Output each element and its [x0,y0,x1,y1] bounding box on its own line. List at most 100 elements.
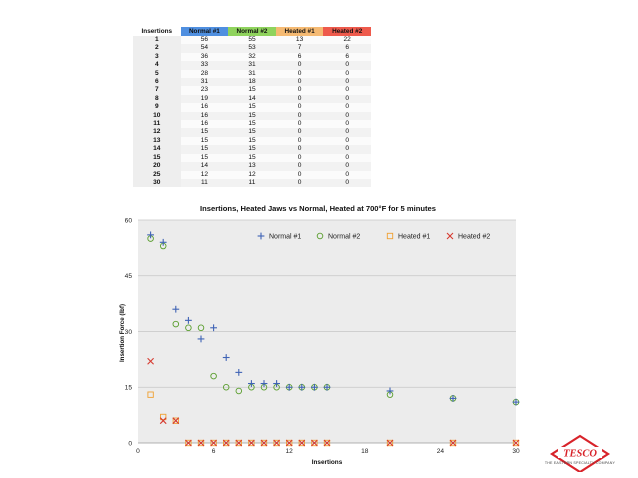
point-normal-2 [172,320,180,328]
table-cell: 31 [180,78,229,87]
point-heated-1 [160,413,167,421]
point-heated-2 [512,439,520,447]
table-row: 7 23 15 0 0 [133,86,371,95]
table-cell: 15 [228,153,276,163]
table-cell: 28 [180,69,229,79]
point-heated-2 [197,439,205,447]
legend-marker-heated-1 [386,232,394,240]
point-normal-1 [222,354,230,361]
table-cell: 15 [228,103,276,112]
table-cell: 0 [275,103,324,112]
table-cell: 53 [228,44,276,53]
table-cell: 0 [275,111,324,121]
table-cell: 0 [275,162,324,171]
point-heated-2-b [147,357,154,365]
table-cell: 16 [180,103,229,112]
point-heated-1 [323,439,331,447]
point-normal-1 [512,398,520,406]
table-cell: 6 [323,52,371,62]
table-header-insertions: Insertions [133,27,181,36]
table-cell: 0 [323,94,371,104]
legend-marker-heated-2 [446,232,454,240]
table-cell: 0 [275,94,324,104]
table-cell: 0 [275,61,324,70]
table-cell: 0 [275,153,324,163]
table-cell: 0 [323,69,371,79]
table-cell: 0 [275,136,324,146]
point-heated-2 [386,439,394,447]
table-cell: 5 [133,69,181,79]
data-table: Insertions Normal #1 Normal #2 Heated #1 Hea… [133,27,371,188]
table-header-heated-1: Heated #1 [275,27,324,36]
table-cell: 0 [323,120,371,129]
point-heated-1 [248,439,255,447]
point-heated-2 [273,439,280,447]
point-heated-2 [235,439,243,447]
point-heated-1 [147,391,154,398]
y-tick-label: 60 [125,217,133,224]
point-heated-1 [197,439,205,447]
table-header-normal-1: Normal #1 [180,27,229,36]
table-cell: 0 [323,61,371,70]
point-heated-1 [185,439,192,447]
table-header-row: Insertions Normal #1 Normal #2 Heated #1 Hea… [133,27,371,36]
tesco-logo: TESCO [549,434,611,472]
table-cell: 19 [180,94,229,104]
x-tick-label: 0 [136,448,140,455]
point-normal-2 [222,384,230,391]
table-cell: 15 [133,153,181,163]
table-row: 15 15 15 0 0 [133,153,371,163]
table-cell: 0 [275,178,324,188]
table-cell: 13 [275,36,324,45]
table-cell: 15 [180,153,229,163]
point-heated-2-b [386,439,394,447]
table-cell: 14 [180,162,229,171]
table-cell: 55 [228,36,276,45]
legend-marker-normal-1 [257,232,265,240]
logo-subtext: THE EASTERN SPECIALTY COMPANY [544,461,616,465]
table-row: 5 28 31 0 0 [133,69,371,79]
point-normal-1 [273,380,280,387]
table-cell: 54 [180,44,229,53]
point-heated-2-b [260,439,268,447]
table-cell: 25 [133,170,181,179]
table-cell: 15 [228,120,276,129]
point-heated-2-b [197,439,205,447]
table-cell: 1 [133,36,181,45]
point-normal-2 [210,372,217,380]
legend-label-heated-1: Heated #1 [398,234,430,241]
y-axis-label: Insertion Force (lbf) [119,304,126,362]
point-heated-2 [172,417,180,425]
x-tick-label: 30 [512,448,520,455]
table-cell: 0 [275,86,324,95]
point-heated-2-b [235,439,243,447]
point-heated-2-b [210,439,217,447]
table-cell: 23 [180,86,229,95]
table-cell: 0 [275,170,324,179]
x-tick-label: 6 [212,448,216,455]
point-heated-2 [159,417,167,425]
point-normal-1 [172,305,180,313]
table-cell: 11 [133,120,181,129]
point-heated-2 [449,439,457,447]
point-heated-2 [311,439,318,447]
point-heated-2-b [248,439,255,447]
table-body: 1 56 55 13 22 2 54 53 7 6 3 36 32 6 6 4 33 31 0 0 5 28 31 0 0 6 31… [133,36,371,188]
point-heated-1 [172,417,179,424]
point-normal-2 [197,324,205,332]
table-cell: 4 [133,61,181,70]
point-heated-2-b [285,439,293,447]
table-cell: 56 [180,36,229,45]
table-cell: 15 [228,136,276,146]
point-normal-1 [147,231,154,239]
table-cell: 0 [323,103,371,112]
point-heated-1 [298,439,305,447]
y-tick-label: 15 [125,385,133,392]
table-row: 11 16 15 0 0 [133,120,371,129]
x-tick-label: 24 [437,448,445,455]
table-cell: 20 [133,162,181,171]
point-heated-2 [210,439,217,447]
chart-title: Insertions, Heated Jaws vs Normal, Heate… [200,204,436,213]
table-row: 14 15 15 0 0 [133,145,371,154]
table-cell: 31 [228,69,276,79]
